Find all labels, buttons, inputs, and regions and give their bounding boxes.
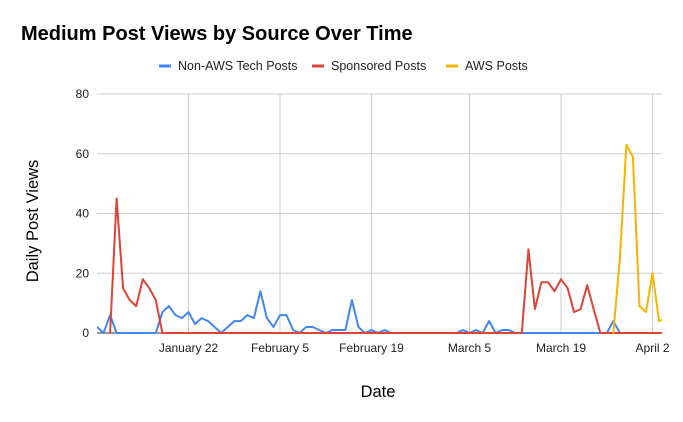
legend-item-sponsored[interactable]: Sponsored Posts <box>312 59 426 73</box>
x-tick-label: April 2 <box>636 341 670 355</box>
y-tick-label: 60 <box>76 147 90 161</box>
legend-label-sponsored: Sponsored Posts <box>331 59 426 73</box>
legend-item-aws[interactable]: AWS Posts <box>446 59 528 73</box>
x-axis-title: Date <box>361 383 396 401</box>
x-axis-ticks: January 22 February 5 February 19 March 5 Ma… <box>159 341 670 355</box>
x-tick-label: February 19 <box>339 341 404 355</box>
y-axis-title: Daily Post Views <box>24 160 42 283</box>
legend: Non-AWS Tech Posts Sponsored Posts AWS P… <box>159 59 528 73</box>
legend-item-non-aws[interactable]: Non-AWS Tech Posts <box>159 59 298 73</box>
legend-label-aws: AWS Posts <box>465 59 528 73</box>
x-tick-label: March 5 <box>448 341 492 355</box>
y-tick-label: 80 <box>76 87 90 101</box>
series-layer <box>97 143 662 334</box>
x-tick-label: March 19 <box>536 341 586 355</box>
series-line-aws-posts <box>612 143 662 334</box>
x-tick-label: February 5 <box>251 341 309 355</box>
series-line-non-aws-tech-posts <box>97 290 621 334</box>
x-tick-label: January 22 <box>159 341 219 355</box>
series-line-sponsored-posts <box>109 197 662 334</box>
y-tick-label: 20 <box>76 266 90 280</box>
chart-title: Medium Post Views by Source Over Time <box>21 23 413 45</box>
y-tick-label: 40 <box>76 207 90 221</box>
gridlines <box>97 93 662 334</box>
y-axis-ticks: 0 20 40 60 80 <box>76 87 90 340</box>
legend-label-non-aws: Non-AWS Tech Posts <box>178 59 298 73</box>
y-tick-label: 0 <box>82 326 89 340</box>
